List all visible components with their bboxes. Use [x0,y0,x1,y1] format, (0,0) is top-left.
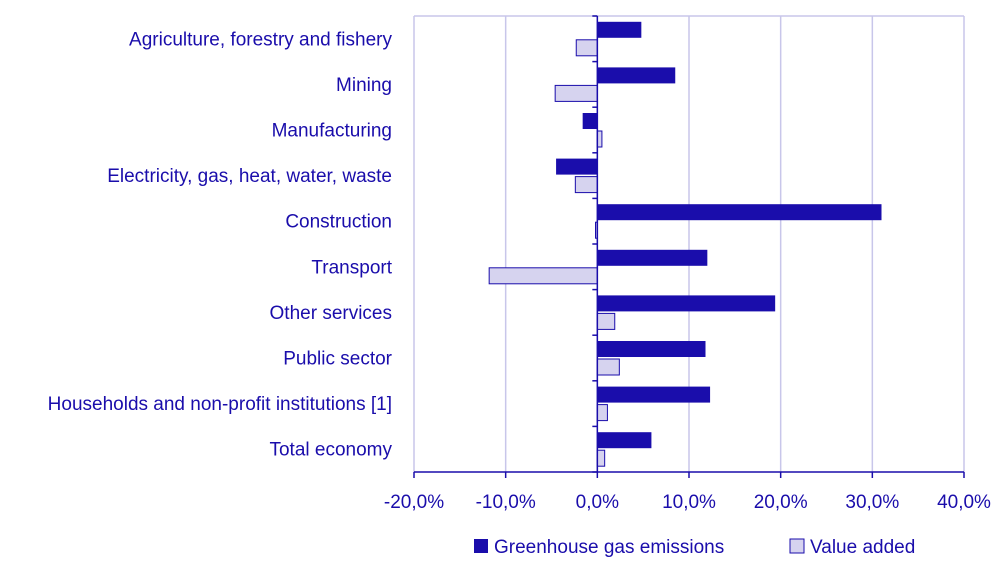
bar-emissions [556,158,598,175]
bar-value-added [575,39,598,57]
legend-label-value-added: Value added [810,537,915,558]
x-tick-label: 30,0% [845,492,899,513]
bar-emissions [597,341,706,357]
bar-emissions [597,386,711,403]
x-tick-label: 20,0% [754,492,808,513]
gridlines [413,15,965,472]
bars [488,21,882,467]
bar-value-added [488,267,598,285]
category-label: Manufacturing [272,121,392,142]
bar-emissions [597,295,776,312]
bar-value-added [554,84,598,102]
legend-label-emissions: Greenhouse gas emissions [494,537,724,558]
x-tick-label: -20,0% [384,492,444,513]
category-label: Agriculture, forestry and fishery [129,29,392,50]
x-tick-labels: -20,0% -10,0% 0,0% 10,0% 20,0% 30,0% 40,0% [384,492,991,513]
bar-value-added [574,176,598,194]
category-label: Households and non-profit institutions [… [48,394,392,415]
category-label: Electricity, gas, heat, water, waste [107,166,392,187]
bar-value-added [596,358,620,376]
axes [413,15,965,478]
category-labels: Agriculture, forestry and fishery Mining M… [48,29,393,460]
x-tick-label: 10,0% [662,492,716,513]
legend-swatch-value-added [789,538,805,554]
bar-emissions [582,113,598,129]
category-label: Transport [311,257,392,278]
category-label: Total economy [269,440,392,461]
legend-swatch-emissions [474,539,488,553]
category-label: Mining [336,75,392,96]
bar-value-added [596,449,606,467]
bar-emissions [597,249,708,266]
bar-value-added [596,404,608,422]
category-label: Construction [285,212,392,233]
x-tick-label: 40,0% [937,492,991,513]
bar-emissions [597,432,652,449]
legend: Greenhouse gas emissions Value added [474,537,915,558]
bar-emissions [597,67,676,84]
bar-emissions [597,21,642,38]
category-label: Public sector [283,349,392,370]
x-tick-label: 0,0% [576,492,619,513]
bar-emissions [597,204,882,221]
bar-value-added [596,312,616,330]
category-label: Other services [270,303,392,324]
x-tick-label: -10,0% [476,492,536,513]
